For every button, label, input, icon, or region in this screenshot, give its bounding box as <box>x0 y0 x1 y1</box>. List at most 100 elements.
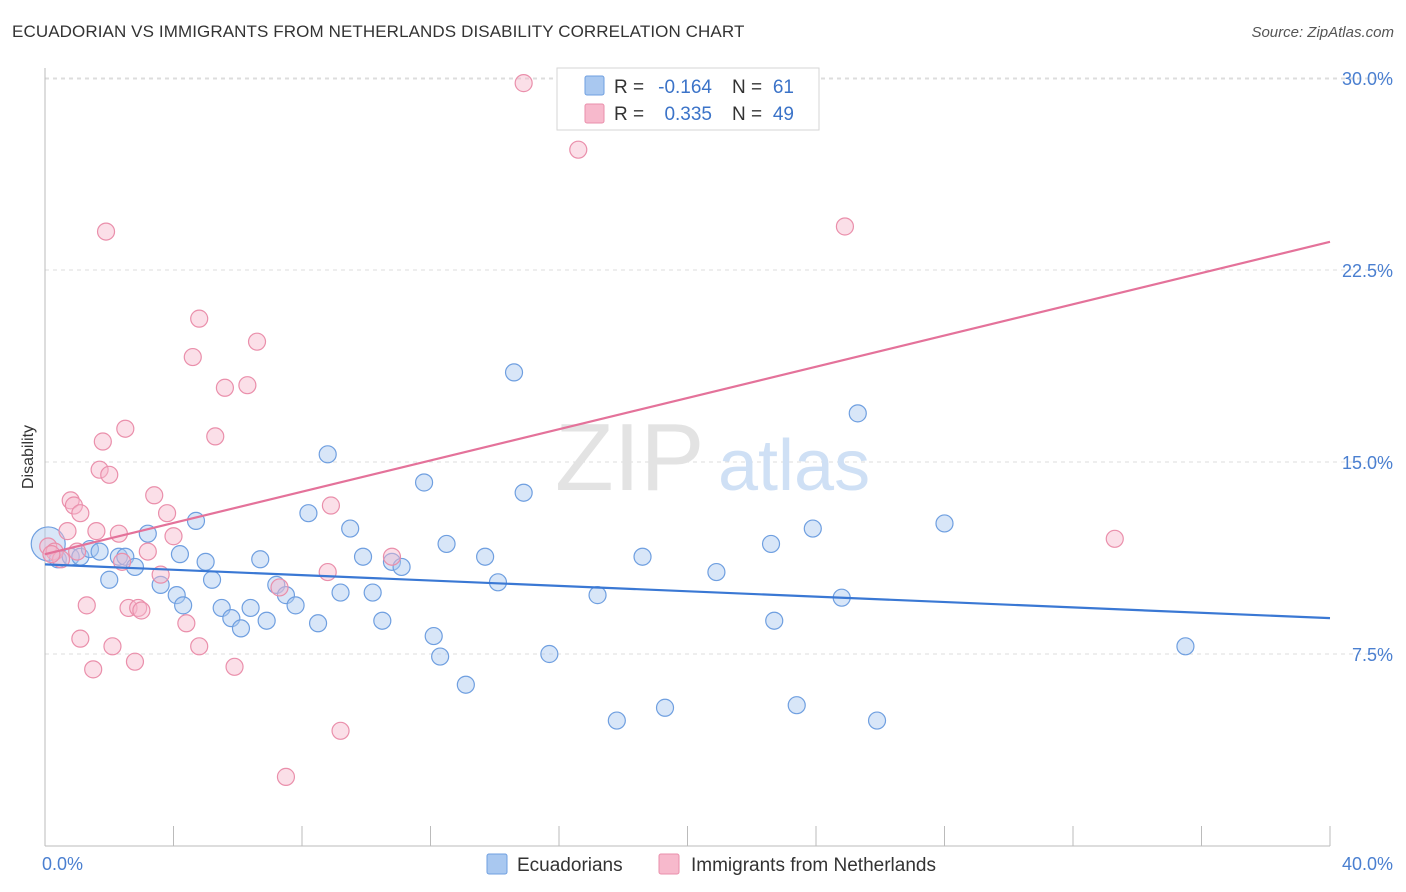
legend-r-value-1: -0.164 <box>658 77 712 98</box>
ecuadorian-point-33 <box>363 583 382 602</box>
legend-r-label-2: R = <box>614 104 644 125</box>
legend-n-value-2: 49 <box>773 104 794 125</box>
bottom-legend-netherlands: Immigrants from Netherlands <box>691 855 936 876</box>
netherlands-point-48 <box>42 545 61 564</box>
y-tick-label-1: 15.0% <box>1342 453 1393 473</box>
ecuadorian-point-30 <box>331 583 350 602</box>
ecuadorian-point-11 <box>151 575 170 594</box>
netherlands-points <box>39 74 1124 786</box>
netherlands-point-35 <box>225 657 244 676</box>
ecuadorian-point-49 <box>633 547 652 566</box>
netherlands-point-47 <box>1105 529 1124 548</box>
bottom-legend: Ecuadorians Immigrants from Netherlands <box>486 853 936 876</box>
netherlands-point-45 <box>569 140 588 159</box>
netherlands-point-19 <box>116 419 135 438</box>
netherlands-point-34 <box>215 378 234 397</box>
netherlands-point-39 <box>276 767 296 786</box>
axes <box>44 68 1331 847</box>
ecuadorian-point-6 <box>100 570 119 589</box>
ecuadorian-point-5 <box>90 542 109 561</box>
netherlands-point-11 <box>87 522 106 541</box>
chart-title: ECUADORIAN VS IMMIGRANTS FROM NETHERLAND… <box>12 22 745 41</box>
ecuadorian-point-34 <box>373 611 392 630</box>
y-axis-title: Disability <box>20 425 37 489</box>
ecuadorian-point-35 <box>382 552 402 571</box>
ecuadorian-point-46 <box>540 644 559 664</box>
ecuadorian-point-58 <box>867 711 887 730</box>
ecuadorian-point-38 <box>424 626 443 646</box>
netherlands-point-38 <box>270 578 289 597</box>
netherlands-point-22 <box>129 598 148 618</box>
watermark-atlas: atlas <box>718 426 870 506</box>
ecuadorian-point-41 <box>456 675 475 694</box>
ecuadorian-point-31 <box>341 519 360 538</box>
ecuadorian-point-44 <box>504 363 524 382</box>
ecuadorian-point-45 <box>514 483 533 502</box>
netherlands-point-9 <box>71 629 90 648</box>
x-tick-label-0: 0.0% <box>42 854 83 874</box>
ecuadorian-point-53 <box>765 611 784 630</box>
ecuadorian-point-54 <box>787 696 806 715</box>
ecuadorian-point-42 <box>476 547 495 566</box>
legend-swatch-netherlands <box>584 103 605 124</box>
ecuadorian-point-16 <box>196 552 215 571</box>
ecuadorian-point-40 <box>437 534 456 554</box>
netherlands-point-13 <box>93 432 112 451</box>
ecuadorian-point-55 <box>803 519 822 538</box>
netherlands-point-16 <box>103 637 122 656</box>
netherlands-trend-line <box>44 240 1331 556</box>
legend-swatch-ecuadorians <box>584 75 605 96</box>
ecuadorian-point-29 <box>318 445 337 464</box>
netherlands-point-12 <box>90 460 109 479</box>
y-tick-label-0: 7.5% <box>1352 645 1393 665</box>
netherlands-point-23 <box>132 601 151 620</box>
ecuadorian-point-23 <box>257 611 276 630</box>
netherlands-point-37 <box>247 332 267 351</box>
y-tick-label-3: 30.0% <box>1342 69 1393 89</box>
tick-labels: 7.5% 15.0% 22.5% 30.0% 0.0% 40.0% <box>42 69 1393 874</box>
watermark-zip: ZIP <box>555 404 704 511</box>
netherlands-point-46 <box>835 217 855 236</box>
ecuadorian-point-26 <box>286 596 305 615</box>
ecuadorian-point-32 <box>353 547 373 566</box>
netherlands-point-21 <box>125 652 145 671</box>
ecuadorian-point-14 <box>170 545 190 564</box>
netherlands-point-40 <box>318 562 337 582</box>
ecuadorian-point-28 <box>308 614 328 633</box>
trend-lines <box>44 240 1331 620</box>
ecuadorian-point-37 <box>414 473 434 492</box>
ecuadorian-point-7 <box>109 547 128 566</box>
ecuadorian-point-21 <box>241 598 260 618</box>
ecuadorian-point-39 <box>431 647 450 666</box>
netherlands-point-36 <box>238 376 257 395</box>
netherlands-point-14 <box>96 222 116 241</box>
watermark: ZIP atlas <box>555 404 870 511</box>
netherlands-point-7 <box>71 504 90 523</box>
netherlands-point-43 <box>382 547 402 566</box>
netherlands-point-4 <box>61 491 80 510</box>
netherlands-point-3 <box>58 522 77 541</box>
netherlands-point-10 <box>84 660 103 679</box>
ecuadorian-point-51 <box>707 562 726 582</box>
y-tick-label-2: 22.5% <box>1342 261 1393 281</box>
ecuadorian-point-48 <box>607 711 626 730</box>
netherlands-point-33 <box>206 427 225 446</box>
legend-r-label-1: R = <box>614 77 644 98</box>
netherlands-point-28 <box>164 527 183 546</box>
legend-r-value-2: 0.335 <box>664 104 712 125</box>
ecuadorian-point-22 <box>251 550 270 569</box>
netherlands-point-41 <box>321 496 341 515</box>
netherlands-point-27 <box>157 504 177 523</box>
x-tick-label-1: 40.0% <box>1342 854 1393 874</box>
netherlands-point-8 <box>77 596 96 615</box>
netherlands-point-15 <box>100 465 119 484</box>
ecuadorian-point-59 <box>935 514 954 533</box>
ecuadorian-point-12 <box>167 586 186 605</box>
legend-n-value-1: 61 <box>773 77 794 98</box>
ecuadorian-point-57 <box>848 404 867 423</box>
ecuadorian-point-27 <box>299 504 318 523</box>
netherlands-point-32 <box>190 637 209 656</box>
legend-n-label-1: N = <box>732 77 762 98</box>
chart-source: Source: ZipAtlas.com <box>1251 24 1394 41</box>
